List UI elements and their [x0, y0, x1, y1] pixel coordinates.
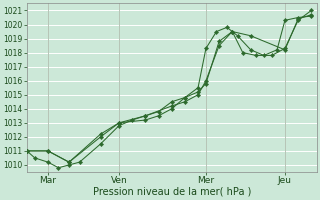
X-axis label: Pression niveau de la mer( hPa ): Pression niveau de la mer( hPa ) — [92, 187, 251, 197]
